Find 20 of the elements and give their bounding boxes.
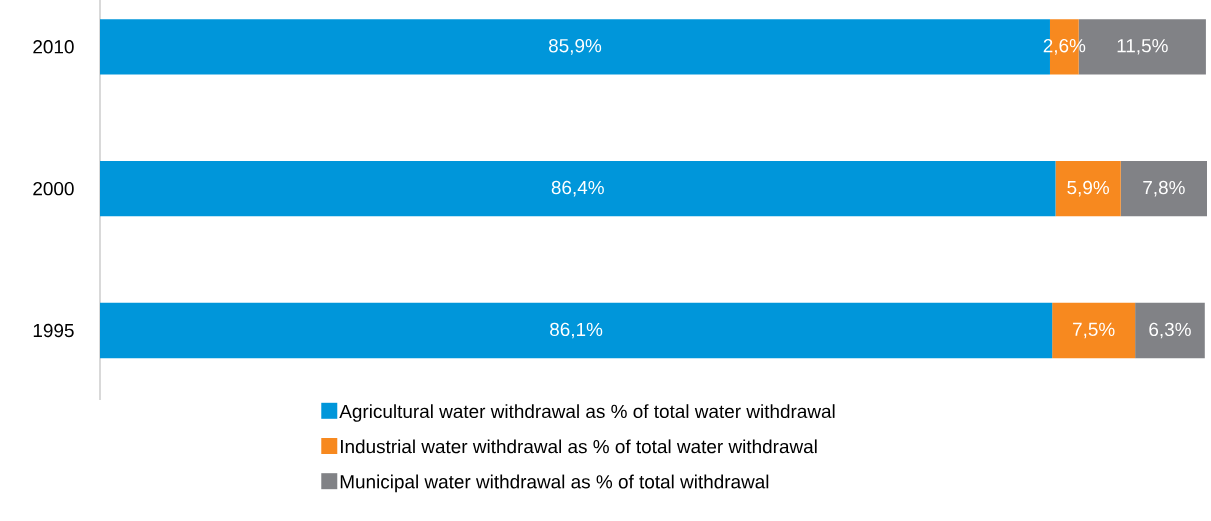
data-label: 86,4% (551, 180, 604, 197)
y-tick-label: 2000 (33, 181, 74, 196)
bar (1052, 302, 1136, 359)
data-label: 6,3% (1149, 322, 1191, 339)
bar (1055, 160, 1121, 217)
bar (100, 160, 1056, 217)
y-tick-label: 2010 (33, 40, 74, 54)
legend-label: Industrial water withdrawal as % of total water withdrawal (341, 439, 817, 454)
data-label: 7,8% (1143, 180, 1185, 197)
legend-label: Municipal water withdrawal as % of total withdrawal (340, 474, 769, 493)
legend-label: Agricultural water withdrawal as % of total water withdrawal (339, 404, 835, 422)
data-label: 11,5% (1117, 39, 1168, 55)
data-label: 85,9% (548, 38, 602, 55)
bar (1120, 160, 1207, 217)
bar (1135, 302, 1205, 359)
data-label: 86,1% (550, 322, 603, 339)
y-tick-label: 1995 (33, 323, 74, 338)
bar (100, 302, 1053, 359)
data-label: 7,5% (1073, 322, 1115, 339)
data-label: 5,9% (1067, 180, 1110, 197)
